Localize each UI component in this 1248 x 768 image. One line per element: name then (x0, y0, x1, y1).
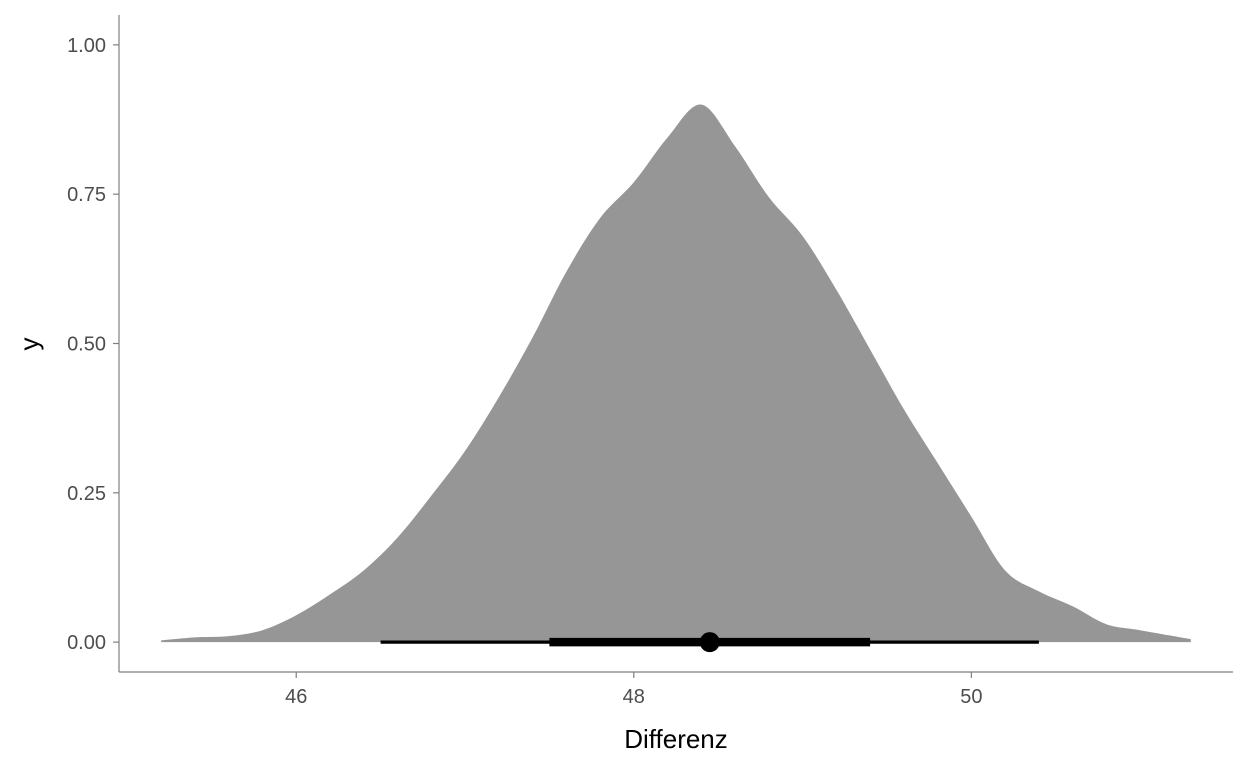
y-tick-label: 0.50 (67, 334, 106, 356)
x-tick-label: 46 (285, 686, 307, 708)
y-tick-label: 0.00 (67, 632, 106, 654)
density-area (161, 104, 1191, 643)
y-axis-title: y (14, 338, 44, 351)
y-tick-label: 0.75 (67, 184, 106, 206)
axes: 0.00 0.25 0.50 0.75 1.00 46 48 50 (67, 15, 1233, 708)
x-tick-label: 50 (960, 686, 982, 708)
median-point (699, 632, 720, 653)
x-axis-title: Differenz (624, 724, 728, 754)
plot-area (161, 104, 1191, 653)
y-tick-label: 0.25 (67, 483, 106, 505)
x-tick-label: 48 (623, 686, 645, 708)
y-tick-label: 1.00 (67, 35, 106, 57)
